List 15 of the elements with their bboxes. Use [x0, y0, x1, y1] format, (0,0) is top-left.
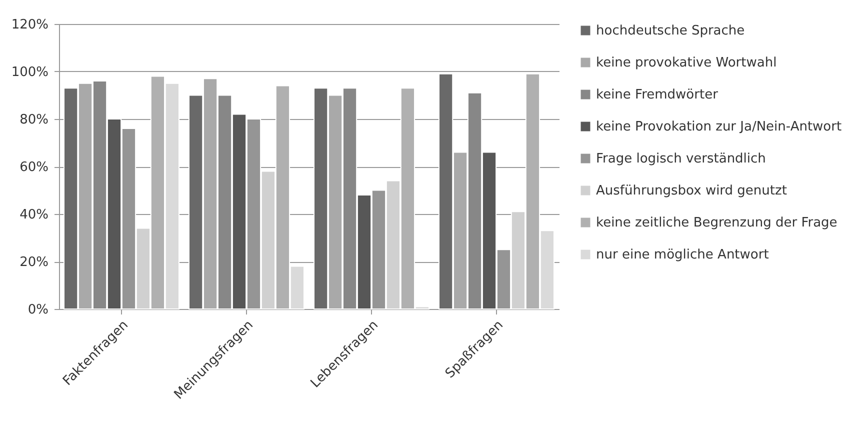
y-tick-label: 40% [20, 208, 48, 222]
y-tick-label: 80% [20, 112, 48, 128]
y-tick-label: 20% [20, 255, 48, 270]
legend-label: hochdeutsche Sprache [596, 24, 745, 38]
y-tick-label: 0% [28, 302, 48, 318]
legend-label: Frage logisch verständlich [596, 152, 766, 166]
y-tick-label: 120% [11, 18, 48, 32]
legend-label: keine Fremdwörter [596, 88, 719, 102]
y-tick-label: 100% [11, 65, 48, 80]
legend-label: Ausführungsbox wird genutzt [596, 184, 787, 198]
legend-label: keine provokative Wortwahl [596, 56, 777, 70]
legend-label: nur eine mögliche Antwort [596, 248, 769, 262]
legend-label: keine zeitliche Begrenzung der Frage [596, 216, 838, 230]
legend-label: keine Provokation zur Ja/Nein-Antwort [596, 120, 842, 134]
y-tick-label: 60% [20, 160, 48, 175]
